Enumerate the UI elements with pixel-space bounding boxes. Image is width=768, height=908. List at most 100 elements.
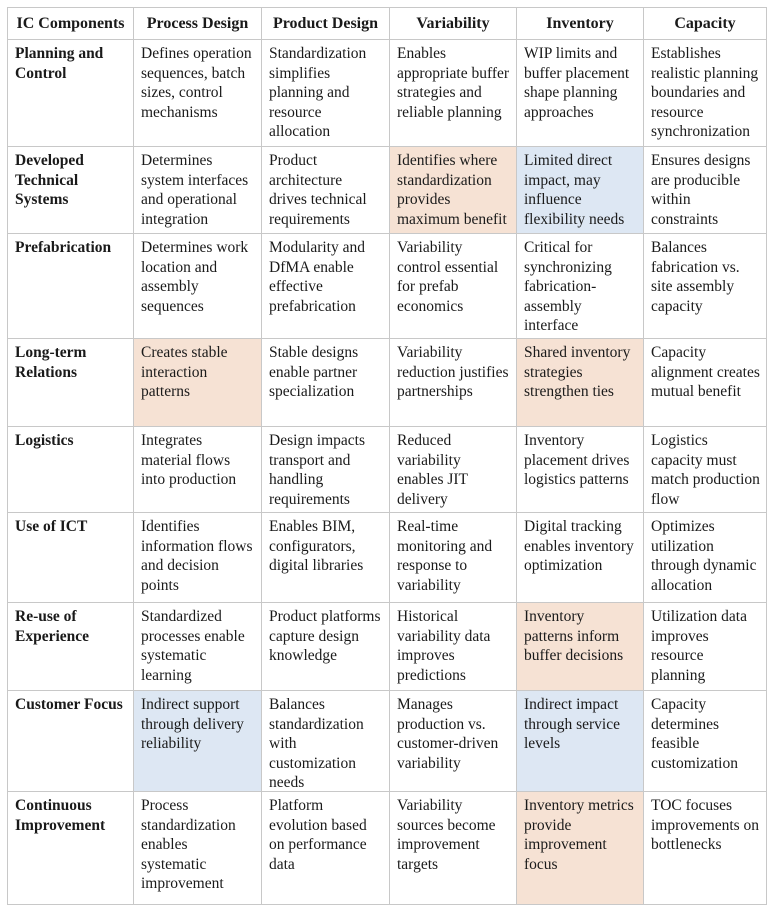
cell-text: Optimizes utilization through dynamic al… — [651, 518, 757, 594]
cell-text: Critical for synchronizing fabrication-a… — [524, 239, 612, 335]
cell-text: Variability reduction justifies partners… — [397, 344, 509, 401]
table-cell: Limited direct impact, may influence fle… — [516, 146, 644, 234]
cell-text: Creates stable interaction patterns — [141, 344, 228, 401]
table-cell: Indirect impact through service levels — [516, 690, 644, 792]
table-cell: Variability reduction justifies partners… — [389, 338, 517, 427]
table-cell: Integrates material flows into productio… — [133, 426, 262, 513]
cell-text: Utilization data improves resource plann… — [651, 608, 747, 684]
cell-text: Modularity and DfMA enable effective pre… — [269, 239, 365, 315]
row-header: Re-use of Experience — [7, 602, 134, 691]
cell-text: Digital tracking enables inventory optim… — [524, 518, 634, 575]
table-cell: Reduced variability enables JIT delivery — [389, 426, 517, 513]
row-header-label: Logistics — [15, 432, 74, 449]
cell-text: Establishes realistic planning boundarie… — [651, 45, 759, 141]
table-cell: WIP limits and buffer placement shape pl… — [516, 39, 644, 147]
table-cell: Enables BIM, configurators, digital libr… — [261, 512, 390, 603]
cell-text: Capacity alignment creates mutual benefi… — [651, 344, 760, 401]
table-cell: Real-time monitoring and response to var… — [389, 512, 517, 603]
table-cell: Capacity determines feasible customizati… — [643, 690, 767, 792]
header-row: IC Components Process Design Product Desig… — [7, 7, 767, 40]
column-header: Variability — [389, 7, 517, 40]
cell-text: Balances fabrication vs. site assembly c… — [651, 239, 740, 315]
row-header: Planning and Control — [7, 39, 134, 147]
column-header: Inventory — [516, 7, 644, 40]
cell-text: Inventory placement drives logistics pat… — [524, 432, 630, 489]
cell-text: Real-time monitoring and response to var… — [397, 518, 493, 594]
row-header-label: Prefabrication — [15, 239, 112, 256]
table-cell: Balances standardization with customizat… — [261, 690, 390, 792]
row-header-label: Continuous Improvement — [15, 797, 106, 834]
table-cell: Determines system interfaces and operati… — [133, 146, 262, 234]
cell-text: Determines work location and assembly se… — [141, 239, 249, 315]
cell-text: Inventory patterns inform buffer decisio… — [524, 608, 624, 665]
row-header-label: Planning and Control — [15, 45, 104, 82]
cell-text: Shared inventory strategies strengthen t… — [524, 344, 631, 401]
cell-text: Variability sources become improvement t… — [397, 797, 496, 873]
table-cell: Logistics capacity must match production… — [643, 426, 767, 513]
table-cell: Variability sources become improvement t… — [389, 791, 517, 905]
table-cell: Historical variability data improves pre… — [389, 602, 517, 691]
row-header-label: Long-term Relations — [15, 344, 87, 381]
row-header: Developed Technical Systems — [7, 146, 134, 234]
table-cell: Shared inventory strategies strengthen t… — [516, 338, 644, 427]
ic-components-table: IC Components Process Design Product Desig… — [7, 7, 767, 905]
table-cell: TOC focuses improvements on bottlenecks — [643, 791, 767, 905]
table-cell: Determines work location and assembly se… — [133, 233, 262, 339]
table-cell: Balances fabrication vs. site assembly c… — [643, 233, 767, 339]
cell-text: Balances standardization with customizat… — [269, 696, 364, 791]
table-cell: Product architecture drives technical re… — [261, 146, 390, 234]
table-row: Customer Focus Indirect support through d… — [7, 690, 767, 792]
cell-text: Standardized processes enable systematic… — [141, 608, 245, 684]
cell-text: Identifies where standardization provide… — [397, 152, 507, 228]
cell-text: Inventory metrics provide improvement fo… — [524, 797, 634, 873]
cell-text: Reduced variability enables JIT delivery — [397, 432, 468, 508]
table-cell: Indirect support through delivery reliab… — [133, 690, 262, 792]
column-header: Product Design — [261, 7, 390, 40]
row-header-label: Use of ICT — [15, 518, 88, 535]
table-cell: Stable designs enable partner specializa… — [261, 338, 390, 427]
cell-text: Limited direct impact, may influence fle… — [524, 152, 625, 228]
cell-text: Historical variability data improves pre… — [397, 608, 491, 684]
table-row: Re-use of Experience Standardized process… — [7, 602, 767, 691]
table-row: Long-term Relations Creates stable intera… — [7, 338, 767, 427]
table-cell: Modularity and DfMA enable effective pre… — [261, 233, 390, 339]
table-cell: Utilization data improves resource plann… — [643, 602, 767, 691]
cell-text: Enables appropriate buffer strategies an… — [397, 45, 510, 121]
cell-text: Determines system interfaces and operati… — [141, 152, 249, 228]
cell-text: TOC focuses improvements on bottlenecks — [651, 797, 760, 854]
cell-text: Process standardization enables systemat… — [141, 797, 236, 893]
table-cell: Creates stable interaction patterns — [133, 338, 262, 427]
row-header: Logistics — [7, 426, 134, 513]
table-cell: Digital tracking enables inventory optim… — [516, 512, 644, 603]
cell-text: Stable designs enable partner specializa… — [269, 344, 359, 401]
cell-text: Defines operation sequences, batch sizes… — [141, 45, 252, 121]
cell-text: Ensures designs are producible within co… — [651, 152, 751, 228]
cell-text: Standardization simplifies planning and … — [269, 45, 367, 141]
table-cell: Product platforms capture design knowled… — [261, 602, 390, 691]
table-cell: Identifies information flows and decisio… — [133, 512, 262, 603]
table-cell: Ensures designs are producible within co… — [643, 146, 767, 234]
table-cell: Establishes realistic planning boundarie… — [643, 39, 767, 147]
row-header: Prefabrication — [7, 233, 134, 339]
cell-text: Integrates material flows into productio… — [141, 432, 237, 489]
table-row: Developed Technical Systems Determines sy… — [7, 146, 767, 234]
table-row: Planning and Control Defines operation se… — [7, 39, 767, 147]
table-row: Prefabrication Determines work location a… — [7, 233, 767, 339]
table-row: Use of ICT Identifies information flows a… — [7, 512, 767, 603]
cell-text: Logistics capacity must match production… — [651, 432, 760, 508]
cell-text: WIP limits and buffer placement shape pl… — [524, 45, 630, 121]
table-cell: Standardized processes enable systematic… — [133, 602, 262, 691]
column-header: Capacity — [643, 7, 767, 40]
row-header-label: Customer Focus — [15, 696, 123, 713]
cell-text: Product architecture drives technical re… — [269, 152, 367, 228]
column-header: Process Design — [133, 7, 262, 40]
table-row: Continuous Improvement Process standardiz… — [7, 791, 767, 905]
table-cell: Defines operation sequences, batch sizes… — [133, 39, 262, 147]
row-header-label: Re-use of Experience — [15, 608, 90, 645]
cell-text: Indirect impact through service levels — [524, 696, 620, 753]
table-row: Logistics Integrates material flows into … — [7, 426, 767, 513]
row-header: Customer Focus — [7, 690, 134, 792]
table-cell: Process standardization enables systemat… — [133, 791, 262, 905]
cell-text: Manages production vs. customer-driven v… — [397, 696, 499, 772]
table-cell: Platform evolution based on performance … — [261, 791, 390, 905]
